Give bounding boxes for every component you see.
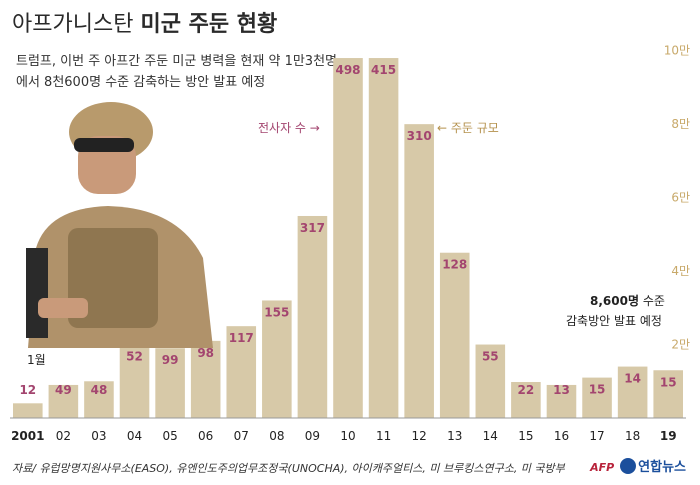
casualty-label-04: 52 bbox=[126, 350, 143, 364]
publisher-logo: AFP 연합뉴스 bbox=[590, 458, 686, 475]
y-tick-label: 4만 bbox=[671, 264, 690, 278]
x-tick-label-16: 16 bbox=[554, 429, 569, 443]
x-tick-label-18: 18 bbox=[625, 429, 640, 443]
x-tick-label-04: 04 bbox=[127, 429, 142, 443]
x-tick-label-02: 02 bbox=[56, 429, 71, 443]
casualty-label-09: 317 bbox=[300, 221, 325, 235]
x-tick-label-12: 12 bbox=[412, 429, 427, 443]
y-tick-label: 6만 bbox=[671, 191, 690, 205]
troop-bar-14 bbox=[475, 344, 506, 418]
troop-bar-11 bbox=[368, 58, 399, 419]
troop-bar-18 bbox=[617, 366, 648, 418]
subtitle-line-1: 트럼프, 이번 주 아프간 주둔 미군 병력을 현재 약 1만3천명 bbox=[16, 54, 337, 69]
troop-bar-06 bbox=[190, 340, 221, 418]
page-title: 아프가니스탄 미군 주둔 현황 bbox=[12, 12, 278, 37]
x-tick-label-09: 09 bbox=[305, 429, 320, 443]
troop-bar-16 bbox=[546, 384, 577, 418]
subtitle-line-2: 에서 8천600명 수준 감축하는 방안 발표 예정 bbox=[16, 75, 266, 90]
casualty-label-06: 98 bbox=[197, 346, 214, 360]
troop-bar-05 bbox=[155, 348, 185, 418]
troop-bar-02 bbox=[48, 384, 79, 418]
troop-bar-03 bbox=[84, 381, 114, 418]
troops-annotation: ← 주둔 규모 bbox=[437, 121, 499, 135]
casualty-label-02: 49 bbox=[55, 383, 72, 397]
x-tick-label-15: 15 bbox=[518, 429, 533, 443]
casualty-label-15: 22 bbox=[518, 383, 535, 397]
casualty-label-05: 99 bbox=[162, 353, 179, 367]
x-tick-label-13: 13 bbox=[447, 429, 462, 443]
x-tick-label-05: 05 bbox=[162, 429, 177, 443]
source-credit: 자료/ 유럽망명지원사무소(EASO), 유엔인도주의업무조정국(UNOCHA)… bbox=[12, 462, 565, 475]
troop-bar-2001 bbox=[13, 403, 43, 418]
casualty-label-16: 13 bbox=[553, 383, 570, 397]
logo-circle-icon bbox=[620, 458, 637, 474]
y-tick-label: 8만 bbox=[671, 117, 690, 131]
casualty-label-19: 15 bbox=[660, 375, 677, 389]
reduction-annotation: 8,600명 수준 bbox=[590, 294, 665, 308]
troop-bar-17 bbox=[582, 377, 612, 418]
troop-bar-19 bbox=[653, 370, 683, 418]
casualty-label-03: 48 bbox=[91, 383, 108, 397]
casualty-label-12: 310 bbox=[407, 129, 432, 143]
y-tick-label: 2만 bbox=[671, 338, 690, 352]
casualty-label-17: 15 bbox=[589, 383, 606, 397]
troop-bar-07 bbox=[226, 326, 257, 418]
x-tick-label-03: 03 bbox=[91, 429, 106, 443]
x-tick-label-07: 07 bbox=[234, 429, 249, 443]
x-tick-label-10: 10 bbox=[340, 429, 355, 443]
troop-bar-12 bbox=[404, 124, 434, 419]
reduction-annotation-line2: 감축방안 발표 예정 bbox=[566, 314, 662, 328]
x-tick-label-08: 08 bbox=[269, 429, 284, 443]
troop-bar-04 bbox=[119, 344, 150, 418]
x-tick-label-14: 14 bbox=[483, 429, 498, 443]
x-tick-label-17: 17 bbox=[589, 429, 604, 443]
casualty-label-13: 128 bbox=[442, 258, 467, 272]
casualty-label-07: 117 bbox=[229, 331, 254, 345]
casualty-label-08: 155 bbox=[264, 305, 289, 319]
month-annotation: 1월 bbox=[27, 353, 46, 367]
x-tick-label-11: 11 bbox=[376, 429, 391, 443]
x-tick-label-2001: 2001 bbox=[11, 429, 44, 443]
casualty-label-2001: 12 bbox=[19, 383, 36, 397]
casualty-label-14: 55 bbox=[482, 350, 499, 364]
x-tick-label-06: 06 bbox=[198, 429, 213, 443]
troop-bar-09 bbox=[297, 215, 328, 418]
troop-bar-13 bbox=[439, 252, 470, 418]
casualty-label-18: 14 bbox=[624, 372, 641, 386]
troop-bar-15 bbox=[511, 382, 541, 418]
troop-bar-08 bbox=[262, 300, 292, 418]
soldier-photo bbox=[26, 102, 213, 348]
casualty-label-10: 498 bbox=[335, 63, 360, 77]
y-tick-label: 10만 bbox=[664, 44, 690, 58]
casualty-label-11: 415 bbox=[371, 63, 396, 77]
casualties-annotation: 전사자 수 → bbox=[258, 121, 320, 135]
troop-bar-10 bbox=[333, 58, 363, 419]
x-tick-label-19: 19 bbox=[660, 429, 677, 443]
